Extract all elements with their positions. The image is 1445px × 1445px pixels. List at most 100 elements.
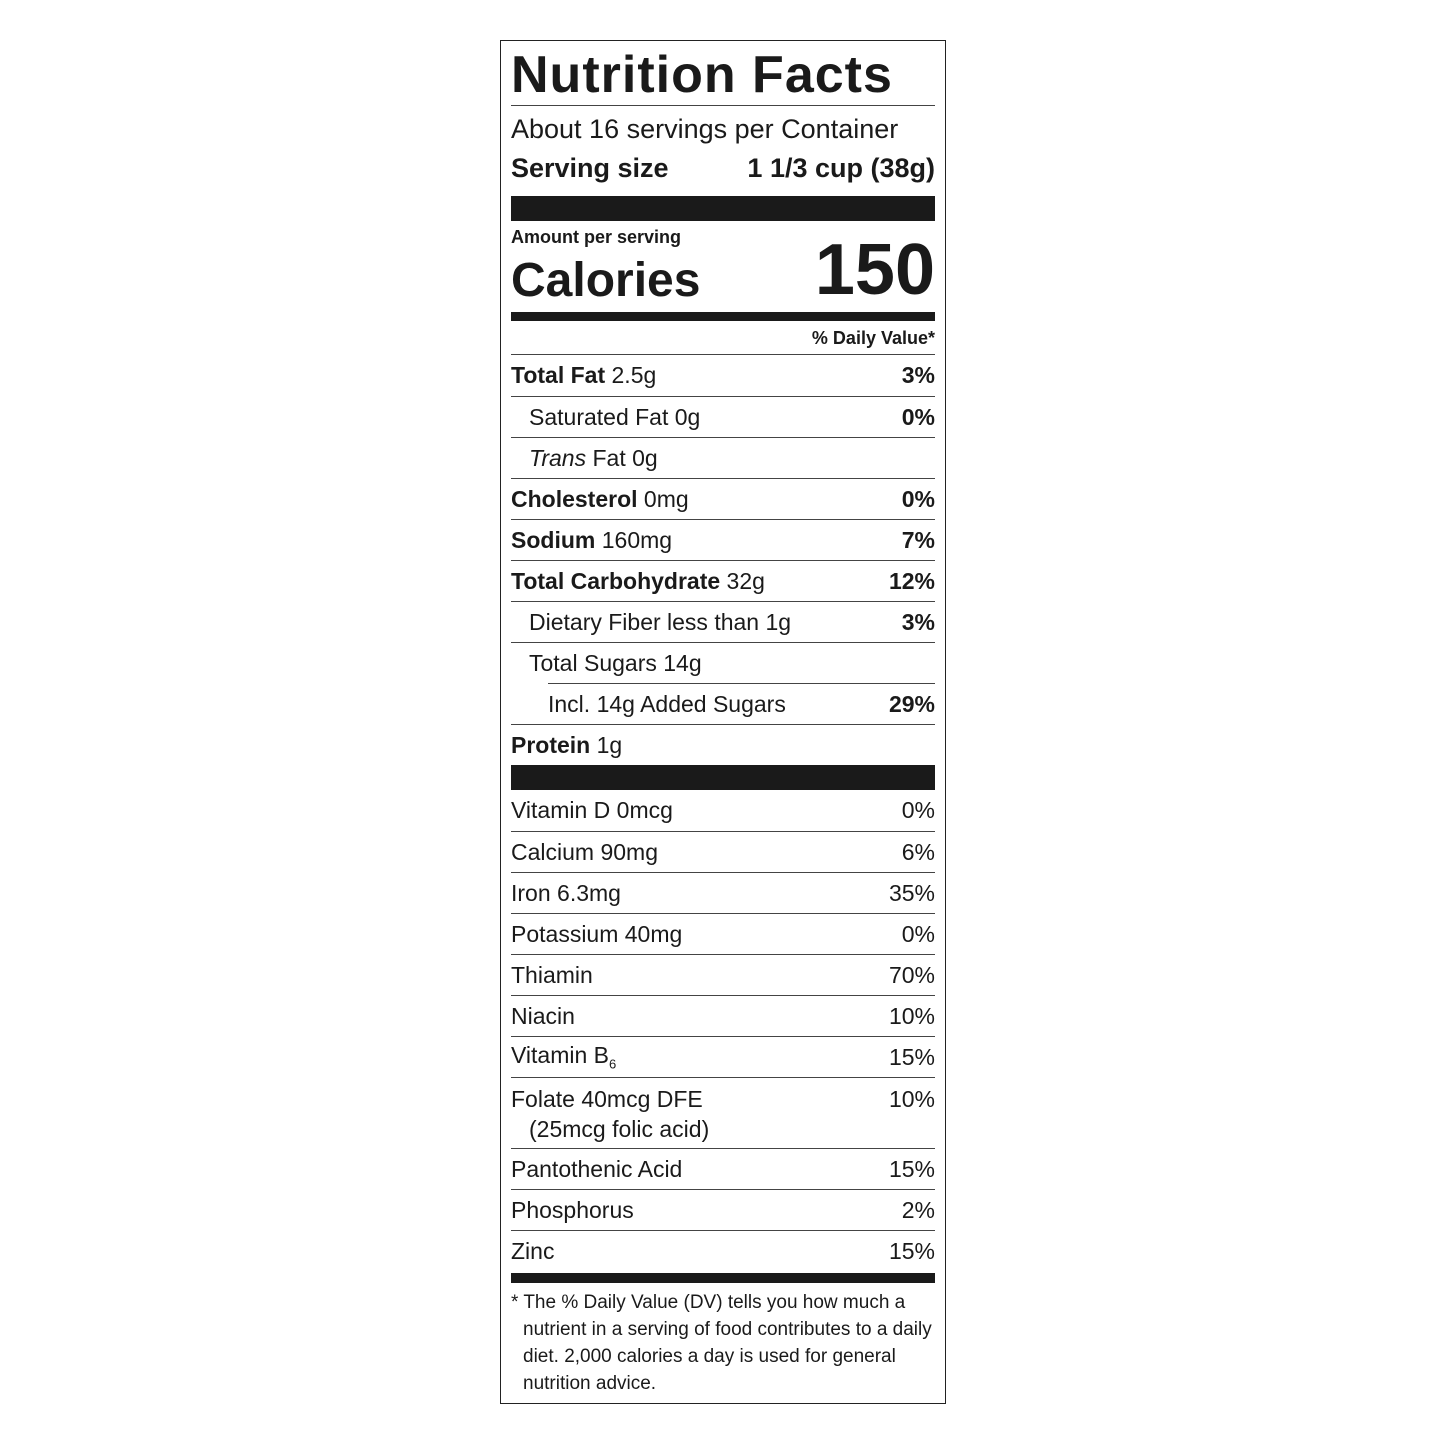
vitamin-name: Niacin xyxy=(511,1002,575,1029)
nutrition-label: Nutrition Facts About 16 servings per Co… xyxy=(500,40,946,1404)
nutrient-name-italic: Trans xyxy=(529,444,587,471)
vitamin-amount: 0mcg xyxy=(616,797,673,823)
footnote: * The % Daily Value (DV) tells you how m… xyxy=(511,1283,935,1397)
nutrient-name: Saturated Fat xyxy=(529,403,669,430)
vitamin-row: Vitamin D 0mcg 0% xyxy=(511,790,935,831)
vitamin-row: Pantothenic Acid 15% xyxy=(511,1148,935,1189)
vitamin: Pantothenic Acid xyxy=(511,1156,682,1183)
daily-value: 29% xyxy=(888,690,935,717)
vitamin-row: Calcium 90mg 6% xyxy=(511,831,935,872)
vitamin-row: Potassium 40mg 0% xyxy=(511,913,935,954)
serving-size-value: 1 1/3 cup (38g) xyxy=(747,153,935,183)
vitamin-name: Phosphorus xyxy=(511,1196,634,1223)
daily-value: 0% xyxy=(901,485,935,512)
daily-value: 15% xyxy=(888,1155,935,1182)
nutrient: Cholesterol 0mg xyxy=(511,486,689,513)
nutrient: Total Sugars 14g xyxy=(529,650,702,677)
nutrient: Dietary Fiber less than 1g xyxy=(529,609,791,636)
vitamin: Vitamin B6 xyxy=(511,1042,616,1072)
daily-value: 10% xyxy=(888,1002,935,1029)
vitamin-row: Thiamin 70% xyxy=(511,954,935,995)
nutrient-name: Total Carbohydrate xyxy=(511,567,721,594)
vitamin-amount: 6.3mg xyxy=(557,879,621,906)
nutrient: Sodium 160mg xyxy=(511,527,672,554)
nutrient-amount: 14g xyxy=(663,649,702,676)
nutrient: Incl. 14g Added Sugars xyxy=(548,691,786,718)
divider xyxy=(511,196,935,221)
title: Nutrition Facts xyxy=(511,41,935,106)
daily-value: 7% xyxy=(901,526,935,553)
nutrient: Total Fat 2.5g xyxy=(511,362,656,389)
divider xyxy=(511,312,935,321)
nutrient-row: Protein 1g xyxy=(511,724,935,765)
nutrient-row: Total Fat 2.5g 3% xyxy=(511,355,935,396)
nutrient: Saturated Fat 0g xyxy=(529,404,700,431)
daily-value: 15% xyxy=(888,1043,935,1070)
vitamin-name: Folate xyxy=(511,1086,575,1112)
calories-block: Amount per serving Calories 150 xyxy=(511,221,935,312)
nutrient-name: Protein xyxy=(511,731,591,758)
vitamin-row: Phosphorus 2% xyxy=(511,1189,935,1230)
vitamin: Phosphorus xyxy=(511,1197,634,1224)
nutrient: Protein 1g xyxy=(511,732,622,759)
nutrient-amount: 2.5g xyxy=(611,362,657,388)
vitamin-name: Vitamin D xyxy=(511,797,611,823)
nutrients: Total Fat 2.5g 3% Saturated Fat 0g 0% Trans … xyxy=(511,355,935,765)
footnote-line: diet. 2,000 calories a day is used for g… xyxy=(523,1346,896,1367)
vitamins: Vitamin D 0mcg 0% Calcium 90mg 6% Iron 6.3mg… xyxy=(511,790,935,1271)
vitamin-row: Folate 40mcg DFE (25mcg folic acid) 10% xyxy=(511,1077,935,1148)
nutrient-row: Dietary Fiber less than 1g 3% xyxy=(511,601,935,642)
nutrient-amount: 160mg xyxy=(601,526,673,553)
vitamin-name: Calcium xyxy=(511,838,595,865)
vitamin-note: (25mcg folic acid) xyxy=(529,1116,710,1142)
vitamin-amount: 90mg xyxy=(600,838,659,865)
nutrient-amount: 1g xyxy=(765,608,792,635)
vitamin: Iron 6.3mg xyxy=(511,880,621,907)
daily-value: 2% xyxy=(901,1196,935,1223)
vitamin-row: Vitamin B6 15% xyxy=(511,1036,935,1077)
daily-value: 70% xyxy=(888,961,935,988)
vitamin-name: Iron xyxy=(511,879,551,906)
footnote-line: * The % Daily Value (DV) tells you how m… xyxy=(511,1292,906,1313)
daily-value: 35% xyxy=(888,879,935,906)
vitamin-name: Zinc xyxy=(511,1237,555,1264)
calories-value: 150 xyxy=(814,230,935,310)
footnote-line: nutrition advice. xyxy=(523,1373,657,1394)
nutrient-name: Sodium xyxy=(511,526,596,553)
nutrient-name: Total Fat xyxy=(511,362,606,388)
divider xyxy=(511,1273,935,1283)
vitamin: Potassium 40mg xyxy=(511,921,682,948)
nutrient: Trans Fat 0g xyxy=(529,445,658,472)
servings: About 16 servings per Container xyxy=(511,114,899,144)
vitamin-amount: 40mg xyxy=(624,920,683,947)
nutrient-name: Incl. 14g Added Sugars xyxy=(548,690,786,717)
daily-value: 12% xyxy=(888,567,935,594)
nutrient-amount: 0g xyxy=(674,403,701,430)
daily-value: 10% xyxy=(888,1086,935,1112)
nutrient-name: Cholesterol xyxy=(511,485,638,512)
vitamin-row: Niacin 10% xyxy=(511,995,935,1036)
vitamin: Vitamin D 0mcg xyxy=(511,797,673,824)
vitamin-amount: 40mcg DFE xyxy=(581,1086,703,1112)
nutrient: Total Carbohydrate 32g xyxy=(511,568,765,595)
nutrient-name: Dietary Fiber less than xyxy=(529,608,760,635)
divider xyxy=(511,765,935,790)
nutrient-row: Total Carbohydrate 32g 12% xyxy=(511,560,935,601)
serving-size-label: Serving size xyxy=(511,153,669,183)
vitamin: Niacin xyxy=(511,1003,575,1030)
nutrient-name: Fat xyxy=(592,444,626,471)
footnote-line: nutrient in a serving of food contribute… xyxy=(523,1319,932,1340)
vitamin: Zinc xyxy=(511,1238,554,1265)
daily-value: 3% xyxy=(901,362,935,388)
vitamin-name: Potassium xyxy=(511,920,619,947)
nutrient-row: Saturated Fat 0g 0% xyxy=(511,396,935,437)
nutrient-amount: 32g xyxy=(726,567,765,594)
dv-header: % Daily Value* xyxy=(511,321,935,355)
nutrient-row: Incl. 14g Added Sugars 29% xyxy=(548,683,935,724)
nutrient-amount: 1g xyxy=(596,731,623,758)
vitamin-name: Thiamin xyxy=(511,961,593,988)
vitamin-row: Zinc 15% xyxy=(511,1230,935,1271)
servings-block: About 16 servings per Container Serving … xyxy=(511,106,935,196)
nutrient-amount: 0mg xyxy=(643,485,689,512)
